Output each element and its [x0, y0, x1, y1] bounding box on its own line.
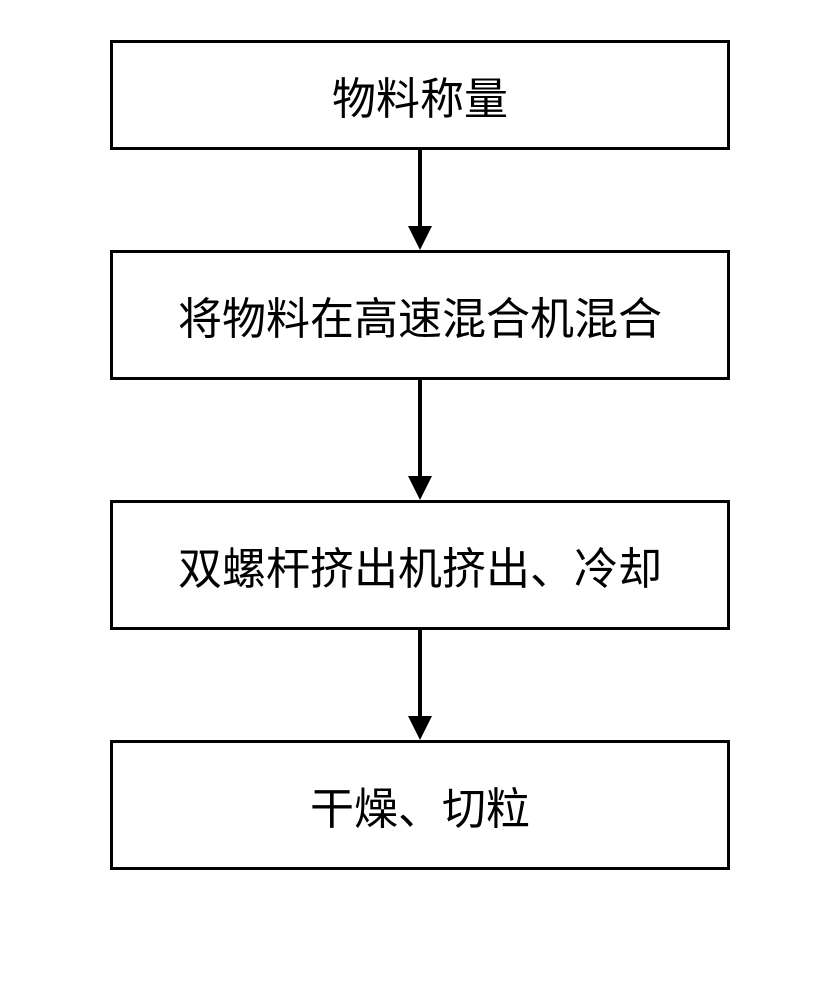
flowchart-arrow-2 — [408, 380, 432, 500]
flowchart-step-4: 干燥、切粒 — [110, 740, 730, 870]
flowchart-arrow-3 — [408, 630, 432, 740]
flowchart-step-2-label: 将物料在高速混合机混合 — [178, 283, 662, 347]
flowchart-step-3-label: 双螺杆挤出机挤出、冷却 — [178, 533, 662, 597]
flowchart-arrow-1 — [408, 150, 432, 250]
flowchart-step-4-label: 干燥、切粒 — [310, 773, 530, 837]
flowchart-step-1: 物料称量 — [110, 40, 730, 150]
flowchart-step-1-label: 物料称量 — [332, 63, 508, 127]
flowchart-step-3: 双螺杆挤出机挤出、冷却 — [110, 500, 730, 630]
flowchart-step-2: 将物料在高速混合机混合 — [110, 250, 730, 380]
